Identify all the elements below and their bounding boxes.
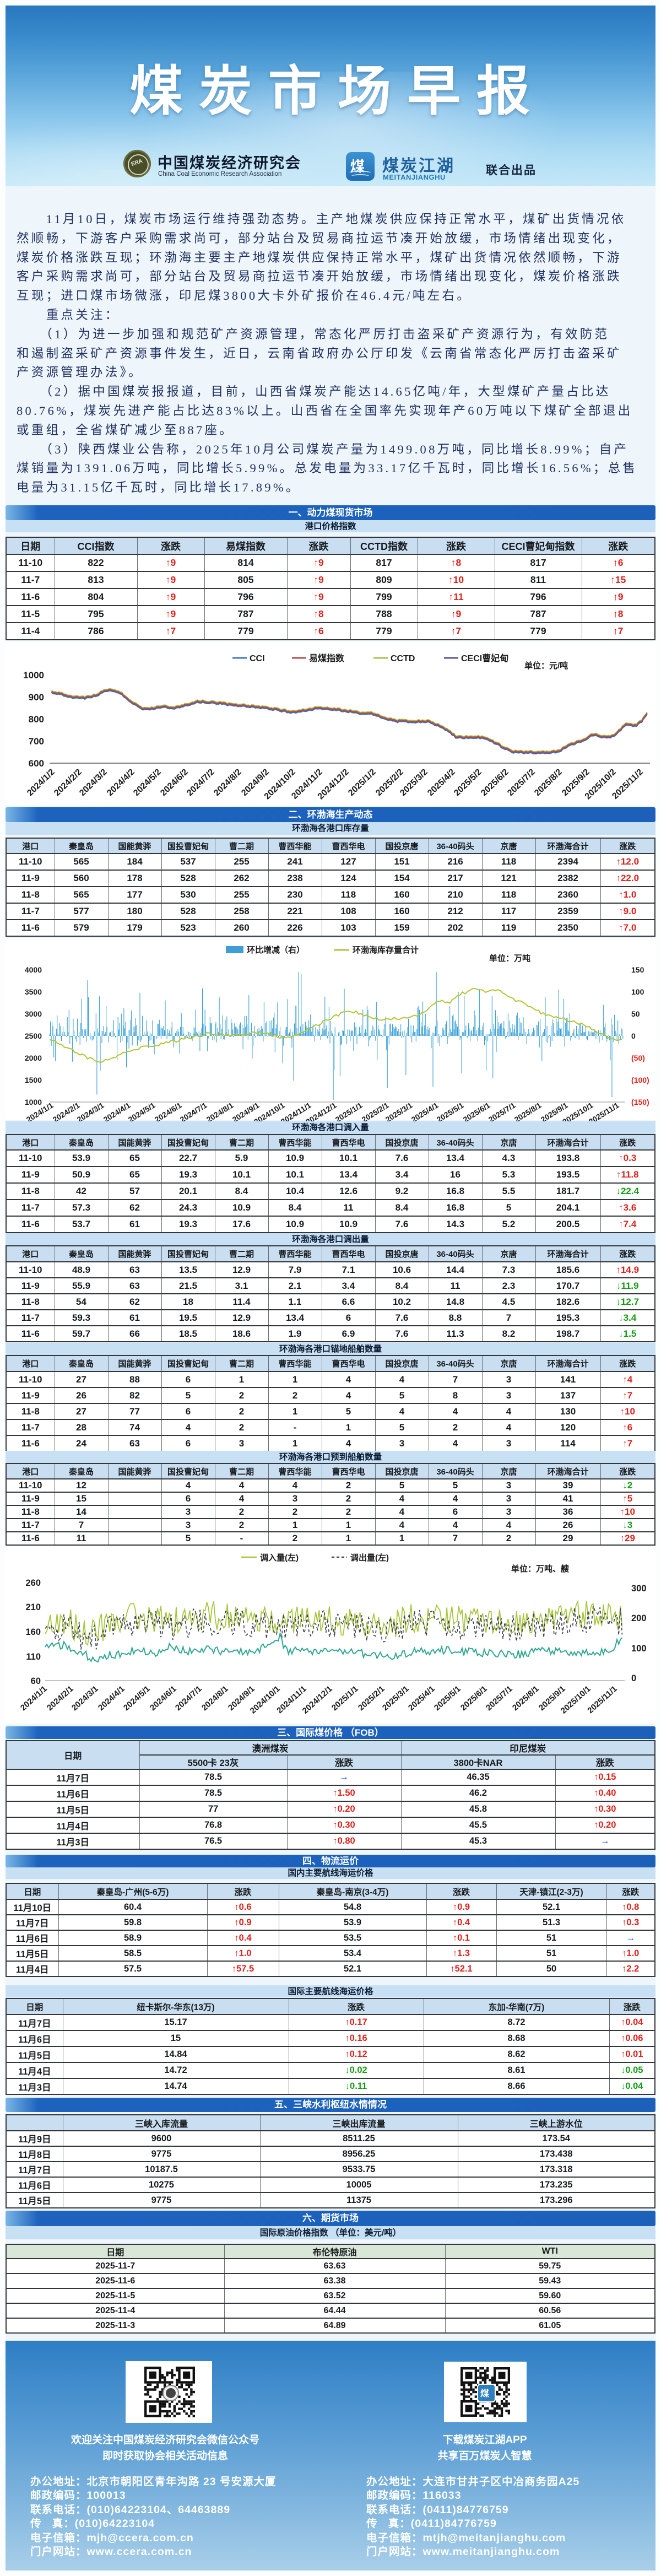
- svg-text:800: 800: [29, 714, 44, 725]
- svg-text:200: 200: [631, 1613, 647, 1623]
- svg-text:60: 60: [31, 1676, 41, 1686]
- svg-text:100: 100: [631, 987, 644, 996]
- svg-text:1000: 1000: [25, 1098, 42, 1106]
- svg-text:CCI: CCI: [250, 654, 265, 663]
- svg-text:260: 260: [25, 1578, 41, 1588]
- svg-text:0: 0: [631, 1032, 636, 1040]
- svg-text:(150): (150): [631, 1098, 649, 1106]
- svg-text:1500: 1500: [25, 1076, 42, 1084]
- svg-text:100: 100: [631, 1644, 647, 1654]
- svg-text:3500: 3500: [25, 987, 42, 996]
- svg-text:2000: 2000: [25, 1054, 42, 1062]
- svg-text:4000: 4000: [25, 965, 42, 974]
- svg-text:调入量(左): 调入量(左): [260, 1553, 299, 1563]
- svg-text:300: 300: [631, 1584, 647, 1594]
- svg-text:160: 160: [25, 1627, 41, 1637]
- svg-text:1000: 1000: [23, 670, 44, 681]
- svg-text:900: 900: [29, 692, 44, 703]
- svg-text:调出量(左): 调出量(左): [350, 1553, 389, 1563]
- svg-text:单位：万吨: 单位：万吨: [489, 953, 530, 963]
- svg-text:3000: 3000: [25, 1009, 42, 1018]
- svg-text:(100): (100): [631, 1076, 649, 1084]
- svg-text:单位：万吨、艘: 单位：万吨、艘: [511, 1564, 570, 1574]
- svg-text:环渤海库存量合计: 环渤海库存量合计: [353, 945, 419, 955]
- svg-text:150: 150: [631, 965, 644, 974]
- svg-text:单位：元/吨: 单位：元/吨: [524, 661, 568, 671]
- svg-text:CCTD: CCTD: [391, 654, 415, 663]
- svg-text:50: 50: [631, 1009, 640, 1018]
- svg-text:110: 110: [26, 1652, 41, 1662]
- svg-text:(50): (50): [631, 1054, 645, 1062]
- svg-text:2500: 2500: [25, 1032, 42, 1040]
- svg-text:0: 0: [631, 1673, 636, 1683]
- svg-text:210: 210: [25, 1602, 41, 1612]
- svg-text:700: 700: [29, 736, 44, 747]
- svg-text:CECI曹妃甸: CECI曹妃甸: [461, 653, 508, 663]
- svg-text:环比增减（右）: 环比增减（右）: [247, 945, 305, 955]
- svg-text:600: 600: [29, 758, 44, 769]
- svg-text:易煤指数: 易煤指数: [309, 653, 345, 663]
